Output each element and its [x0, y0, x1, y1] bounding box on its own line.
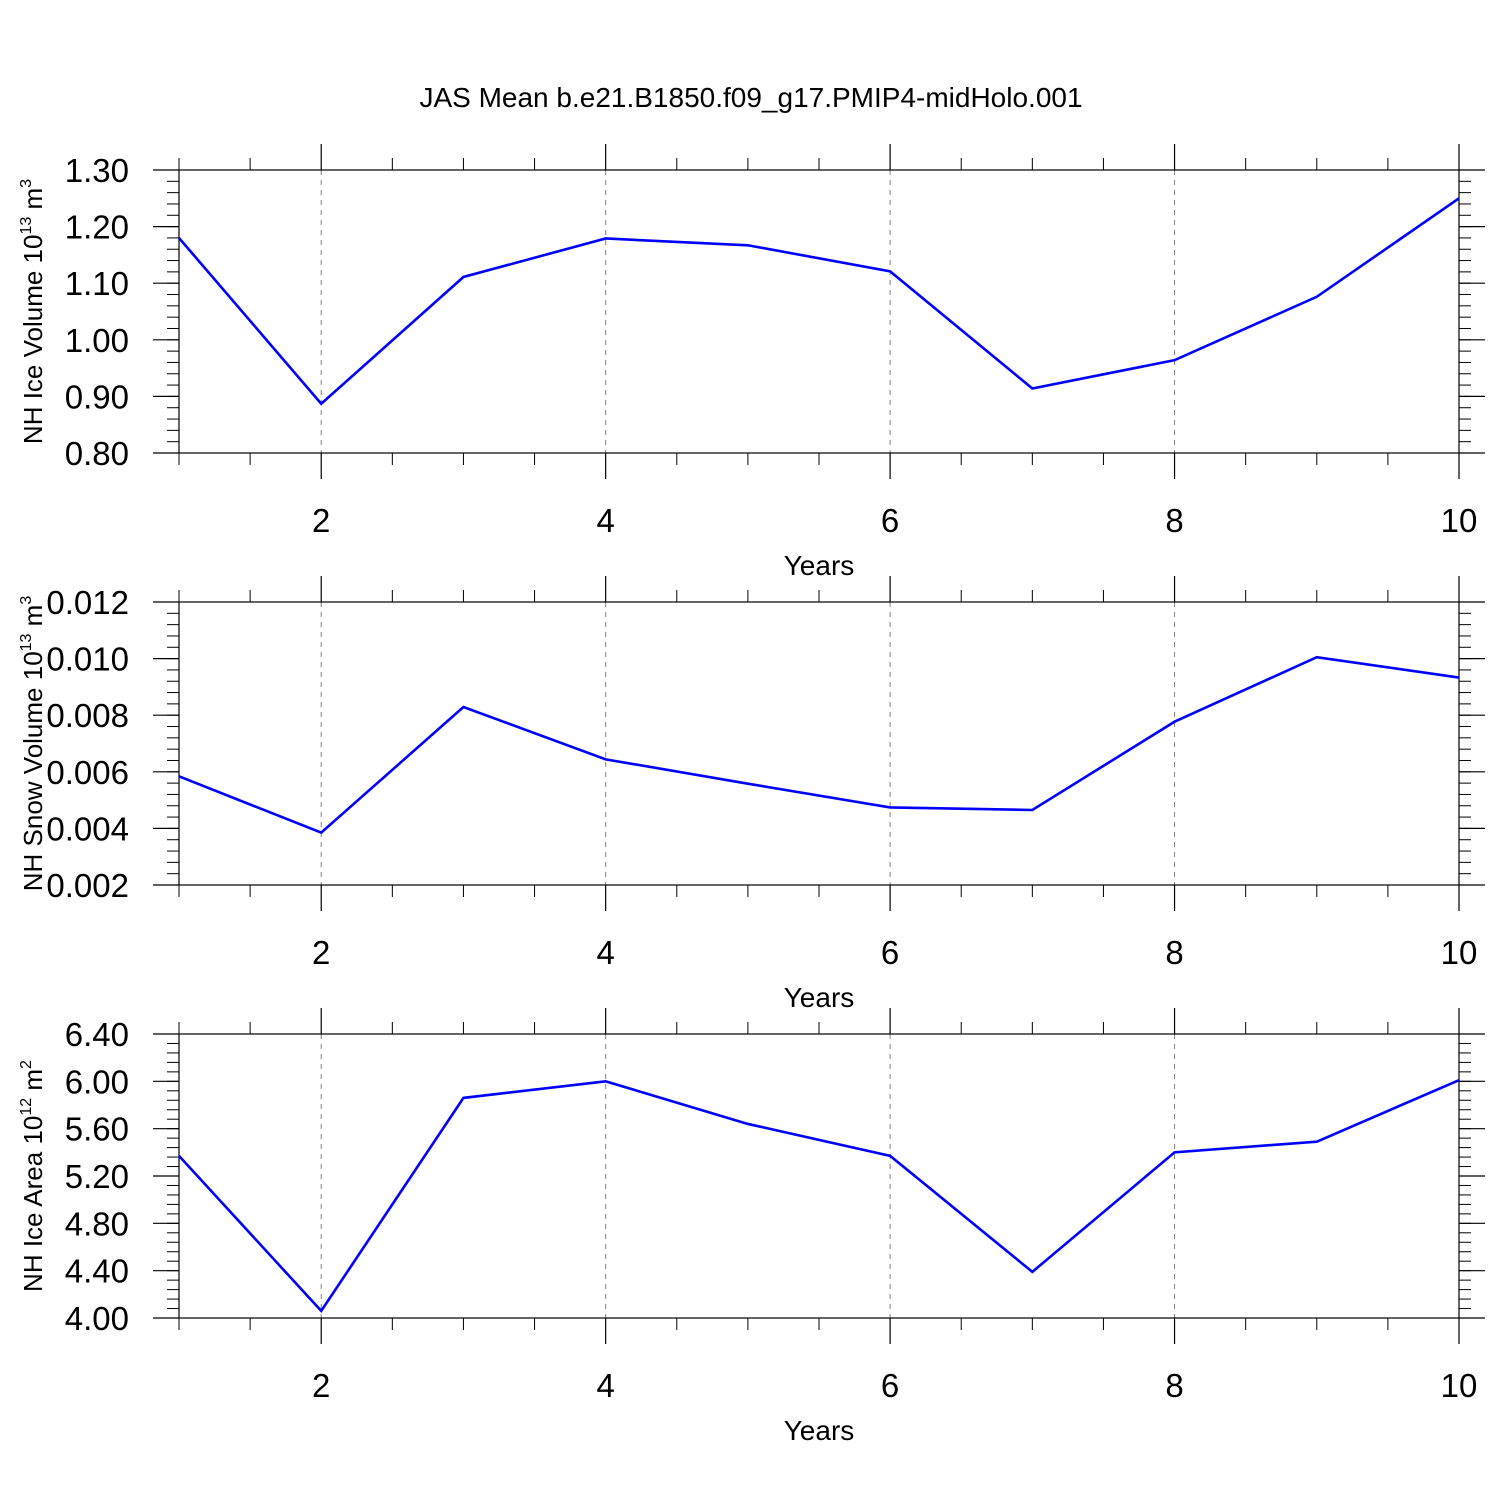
x-tick-label: 4 [596, 502, 614, 539]
y-label-superscript: 13 [18, 633, 35, 651]
y-label-part: m [18, 605, 48, 634]
x-tick-label: 6 [881, 1367, 899, 1404]
y-label-part: NH Ice Area 10 [18, 1116, 48, 1292]
series-line [178, 197, 1460, 406]
y-tick-label: 0.006 [46, 754, 129, 791]
x-axis-label: Years [784, 982, 855, 1013]
y-tick-label: 1.00 [65, 322, 129, 359]
x-tick-label: 8 [1165, 502, 1183, 539]
x-tick-label: 4 [596, 1367, 614, 1404]
x-tick-label: 6 [881, 502, 899, 539]
y-axis-label: NH Snow Volume 1013 m3 [18, 596, 48, 892]
y-label-superscript: 3 [18, 179, 35, 188]
y-label-superscript: 3 [18, 596, 35, 605]
x-tick-label: 8 [1165, 1367, 1183, 1404]
y-axis-label: NH Ice Area 1012 m2 [18, 1060, 48, 1292]
series-line [178, 655, 1460, 835]
y-tick-label: 1.10 [65, 265, 129, 302]
panel-3: 2 4 6 8 10 4.00 4.40 4.80 5.20 5.60 6.00 6.40 Years N… [18, 1008, 1485, 1446]
x-axis-label: Years [784, 550, 855, 581]
y-tick-label: 4.80 [65, 1205, 129, 1242]
panel-2: 2 4 6 8 10 0.002 0.004 0.006 0.008 0.010 0.012 Year… [18, 576, 1485, 1013]
y-tick-label: 0.010 [46, 641, 129, 678]
plot-frame [178, 601, 1460, 886]
x-tick-label: 4 [596, 934, 614, 971]
y-label-part: NH Snow Volume 10 [18, 651, 48, 891]
y-tick-label: 4.40 [65, 1253, 129, 1290]
x-tick-label: 2 [312, 934, 330, 971]
y-tick-label: 0.004 [46, 810, 129, 847]
y-axis-label: NH Ice Volume 1013 m3 [18, 179, 48, 444]
y-tick-label: 5.60 [65, 1111, 129, 1148]
y-tick-label: 0.90 [65, 378, 129, 415]
x-tick-label: 6 [881, 934, 899, 971]
plot-frame [178, 169, 1460, 454]
y-tick-label: 6.00 [65, 1063, 129, 1100]
y-tick-label: 6.40 [65, 1016, 129, 1053]
y-tick-label: 0.80 [65, 435, 129, 472]
x-tick-label: 10 [1441, 1367, 1478, 1404]
y-label-superscript: 2 [18, 1060, 35, 1069]
y-tick-label: 5.20 [65, 1158, 129, 1195]
panel-1: 2 4 6 8 10 0.80 0.90 1.00 1.10 1.20 1.30 Years NH Ic… [18, 144, 1485, 581]
y-tick-label: 1.20 [65, 209, 129, 246]
y-tick-label: 1.30 [65, 152, 129, 189]
series-line [178, 1078, 1460, 1313]
x-axis-label: Years [784, 1415, 855, 1446]
y-tick-label: 0.002 [46, 867, 129, 904]
x-tick-label: 2 [312, 502, 330, 539]
y-label-part: NH Ice Volume 10 [18, 235, 48, 445]
y-tick-label: 0.008 [46, 697, 129, 734]
x-tick-label: 10 [1441, 502, 1478, 539]
y-tick-label: 4.00 [65, 1300, 129, 1337]
x-tick-label: 8 [1165, 934, 1183, 971]
y-label-part: m [18, 1069, 48, 1098]
x-tick-label: 10 [1441, 934, 1478, 971]
plot-frame [178, 1033, 1460, 1319]
y-label-superscript: 12 [18, 1098, 35, 1116]
x-tick-label: 2 [312, 1367, 330, 1404]
chart-title: JAS Mean b.e21.B1850.f09_g17.PMIP4-midHo… [419, 82, 1082, 113]
y-label-part: m [18, 188, 48, 217]
y-tick-label: 0.012 [46, 584, 129, 621]
y-label-superscript: 13 [18, 217, 35, 235]
